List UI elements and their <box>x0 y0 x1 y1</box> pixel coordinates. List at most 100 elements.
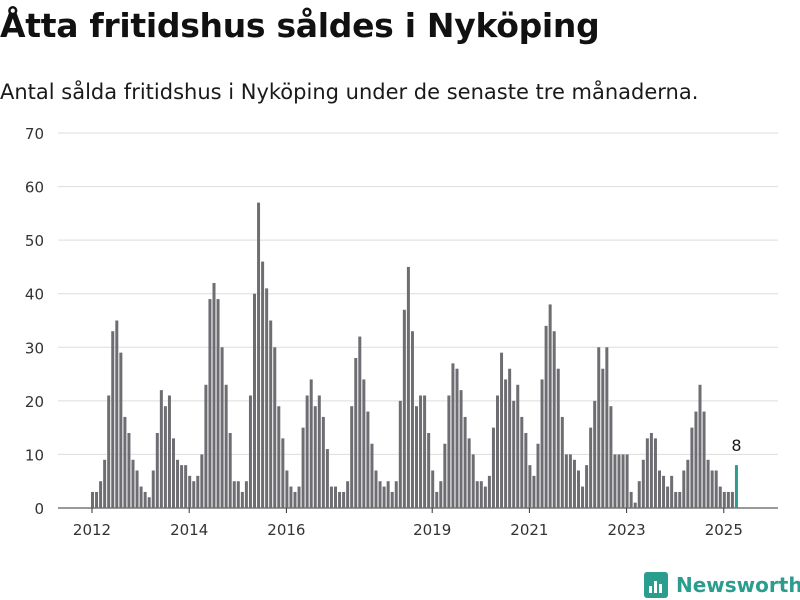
bar <box>342 491 346 508</box>
bar <box>248 395 252 508</box>
bar <box>289 486 293 508</box>
bar <box>694 411 698 508</box>
bar <box>605 347 609 508</box>
bar <box>313 406 317 508</box>
bar <box>447 395 451 508</box>
bar <box>572 459 576 508</box>
bar <box>540 379 544 508</box>
bar-chart: 0 10 20 30 40 50 60 70 8 2012 2014 2016 2019 2021 2023… <box>25 125 778 539</box>
bar <box>155 433 159 508</box>
bar <box>443 443 447 508</box>
bar <box>123 416 127 508</box>
bar <box>159 390 163 508</box>
bar <box>216 299 220 508</box>
bar <box>321 416 325 508</box>
bar <box>722 491 726 508</box>
x-tick-label: 2021 <box>510 521 548 539</box>
bar <box>613 454 617 508</box>
brand-name: Newsworthy <box>676 573 800 597</box>
bar <box>346 481 350 508</box>
x-tick-label: 2019 <box>413 521 451 539</box>
bar <box>459 390 463 508</box>
bar <box>467 438 471 508</box>
bar <box>641 459 645 508</box>
bar <box>143 491 147 508</box>
bar <box>91 491 94 508</box>
bar <box>431 470 435 508</box>
bar <box>463 416 467 508</box>
bar <box>273 347 277 508</box>
y-tick-label: 20 <box>25 393 44 411</box>
bar <box>151 470 155 508</box>
bar <box>277 406 281 508</box>
bar <box>710 470 714 508</box>
y-tick-label: 50 <box>25 232 44 250</box>
bar <box>269 320 273 508</box>
bar <box>552 331 556 508</box>
bar <box>471 454 475 508</box>
brand-logo: Newsworthy <box>644 570 800 600</box>
chart-subtitle: Antal sålda fritidshus i Nyköping under … <box>0 80 699 104</box>
bar <box>718 486 722 508</box>
bar-latest <box>734 465 738 508</box>
bar <box>670 475 674 508</box>
y-tick-label: 10 <box>25 446 44 464</box>
bar <box>455 368 459 508</box>
bar <box>674 491 678 508</box>
bar <box>585 465 589 508</box>
x-tick-label: 2025 <box>705 521 743 539</box>
bar <box>176 459 180 508</box>
bar <box>224 384 228 508</box>
bar <box>390 491 394 508</box>
bar <box>394 481 398 508</box>
bar <box>730 491 734 508</box>
bar <box>99 481 103 508</box>
x-tick-label: 2014 <box>170 521 208 539</box>
bar <box>358 336 362 508</box>
bar <box>139 486 143 508</box>
bar <box>479 481 483 508</box>
bar <box>593 400 597 508</box>
bar <box>325 449 329 508</box>
bar <box>200 454 204 508</box>
bar <box>196 475 200 508</box>
bar <box>483 486 487 508</box>
bar <box>508 368 512 508</box>
bar <box>686 459 690 508</box>
bar <box>265 288 269 508</box>
bar <box>726 491 730 508</box>
x-tick-label: 2023 <box>608 521 646 539</box>
bar <box>577 470 580 508</box>
bar <box>115 320 119 508</box>
bar <box>297 486 301 508</box>
bar <box>609 406 613 508</box>
bar <box>617 454 621 508</box>
bar <box>439 481 443 508</box>
bar <box>435 491 439 508</box>
bar <box>370 443 374 508</box>
bar <box>184 465 188 508</box>
bar <box>188 475 192 508</box>
bar <box>147 497 151 508</box>
bar <box>398 400 402 508</box>
bar <box>329 486 333 508</box>
bar <box>621 454 625 508</box>
bar <box>645 438 649 508</box>
bar <box>127 433 131 508</box>
bar <box>212 283 216 508</box>
bar <box>317 395 321 508</box>
bar <box>386 481 390 508</box>
bar <box>167 395 171 508</box>
bar <box>702 411 706 508</box>
bar <box>637 481 641 508</box>
bar <box>666 486 670 508</box>
bar <box>678 491 682 508</box>
bar <box>625 454 629 508</box>
bar <box>504 379 508 508</box>
bar <box>451 363 455 508</box>
bar <box>111 331 115 508</box>
bar <box>103 459 107 508</box>
bar <box>180 465 184 508</box>
bar <box>415 406 418 508</box>
y-tick-label: 70 <box>25 125 44 143</box>
